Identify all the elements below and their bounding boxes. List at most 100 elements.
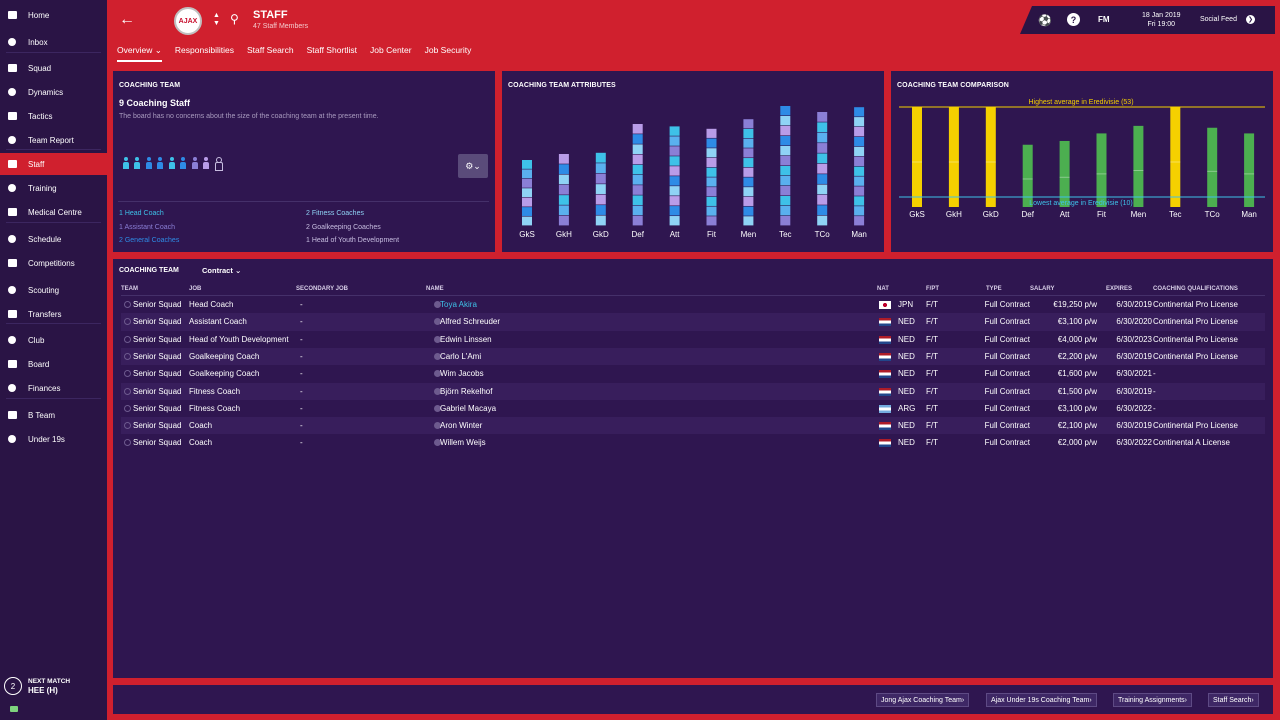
footer-button-ajax-under-19s-coaching-team[interactable]: Ajax Under 19s Coaching Team › — [986, 693, 1097, 707]
table-row[interactable]: Senior Squad Coach - Aron Winter NED F/T Full … — [121, 417, 1265, 435]
table-row[interactable]: Senior Squad Coach - Willem Weijs NED F/T Full… — [121, 434, 1265, 451]
row-select-radio[interactable] — [124, 301, 131, 308]
row-select-radio[interactable] — [124, 335, 131, 343]
table-row[interactable]: Senior Squad Fitness Coach - Björn Rekelhof… — [121, 382, 1265, 400]
role-count-link[interactable]: 2 Fitness Coaches — [306, 210, 364, 217]
row-select-radio[interactable] — [124, 422, 131, 430]
view-dropdown[interactable]: Contract ⌄ — [202, 266, 241, 275]
row-select-radio[interactable] — [124, 352, 131, 360]
inbox-icon — [6, 37, 18, 47]
staff-options-button[interactable]: ⚙ ⌄ — [458, 154, 488, 178]
club-crest[interactable]: AJAX — [174, 7, 202, 35]
row-select-radio[interactable] — [124, 387, 131, 395]
chevron-right-icon[interactable]: ❯ — [1246, 15, 1255, 24]
cell-name[interactable]: Gabriel Macaya — [440, 403, 497, 413]
tab-responsibilities[interactable]: Responsibilities — [175, 45, 234, 62]
table-row[interactable]: Senior Squad Fitness Coach - Gabriel Macaya… — [121, 400, 1265, 417]
info-icon[interactable] — [434, 404, 441, 412]
column-header-type[interactable]: TYPE — [986, 286, 1002, 292]
info-icon[interactable] — [434, 301, 441, 308]
footer-button-staff-search[interactable]: Staff Search › — [1208, 693, 1259, 707]
cell-name[interactable]: Toya Akira — [440, 300, 477, 309]
role-count-link[interactable]: 1 Head of Youth Development — [306, 237, 400, 244]
info-icon[interactable] — [434, 439, 441, 447]
tab-job-center[interactable]: Job Center — [370, 45, 412, 62]
table-row[interactable]: Senior Squad Head of Youth Development - Ed… — [121, 331, 1265, 348]
info-icon[interactable] — [434, 335, 441, 343]
tab-staff-search[interactable]: Staff Search — [247, 45, 294, 62]
column-header-job[interactable]: JOB — [189, 286, 202, 292]
column-header-expires[interactable]: EXPIRES — [1106, 286, 1133, 292]
next-match-widget[interactable]: 2 NEXT MATCH HEE (H) — [4, 674, 104, 698]
column-header-coaching-qualifications[interactable]: COACHING QUALIFICATIONS — [1153, 286, 1238, 292]
row-select-radio[interactable] — [124, 404, 131, 412]
table-row[interactable]: Senior Squad Head Coach - Toya Akira JPN F/T F… — [121, 296, 1265, 313]
cell-team: Senior Squad — [133, 334, 182, 344]
person-icon — [213, 157, 223, 171]
cell-name[interactable]: Alfred Schreuder — [440, 317, 501, 327]
sidebar-item-under-19s[interactable]: Under 19s — [0, 428, 107, 450]
social-feed-button[interactable]: Social Feed — [1200, 16, 1237, 23]
role-count-link[interactable]: 1 Head Coach — [119, 210, 164, 217]
cell-name[interactable]: Aron Winter — [440, 421, 483, 431]
sidebar-item-schedule[interactable]: Schedule — [0, 228, 107, 250]
column-header-salary[interactable]: SALARY — [1030, 286, 1055, 292]
info-icon[interactable] — [434, 352, 441, 360]
tab-job-security[interactable]: Job Security — [425, 45, 472, 62]
footer-button-training-assignments[interactable]: Training Assignments › — [1113, 693, 1193, 707]
column-header-name[interactable]: NAME — [426, 286, 444, 292]
role-count-link[interactable]: 2 General Coaches — [119, 237, 180, 244]
club-switch-arrows-icon[interactable]: ▲ ▼ — [213, 12, 220, 27]
sidebar-item-home[interactable]: Home — [0, 4, 107, 26]
bar-segment — [595, 184, 606, 195]
cell-fpt: F/T — [926, 421, 938, 431]
info-icon[interactable] — [434, 387, 441, 395]
sidebar-item-finances[interactable]: Finances — [0, 377, 107, 399]
tab-staff-shortlist[interactable]: Staff Shortlist — [307, 45, 357, 62]
sidebar-item-team-report[interactable]: Team Report — [0, 129, 107, 151]
cell-name[interactable]: Wim Jacobs — [440, 369, 484, 379]
sidebar-item-competitions[interactable]: Competitions — [0, 252, 107, 274]
sidebar-item-squad[interactable]: Squad — [0, 57, 107, 79]
sidebar-item-inbox[interactable]: Inbox — [0, 31, 107, 53]
cell-name[interactable]: Willem Weijs — [440, 438, 486, 448]
sidebar-item-board[interactable]: Board — [0, 353, 107, 375]
info-icon[interactable] — [434, 370, 441, 378]
table-row[interactable]: Senior Squad Goalkeeping Coach - Carlo L'Am… — [121, 347, 1265, 366]
cell-name[interactable]: Björn Rekelhof — [440, 386, 493, 396]
sidebar-item-b-team[interactable]: B Team — [0, 404, 107, 426]
x-tick-label: Men — [741, 230, 757, 239]
column-header-f-pt[interactable]: F/PT — [926, 286, 939, 292]
sidebar-item-staff[interactable]: Staff — [0, 153, 107, 175]
sidebar-item-medical-centre[interactable]: Medical Centre — [0, 201, 107, 223]
sidebar-item-dynamics[interactable]: Dynamics — [0, 81, 107, 103]
column-header-team[interactable]: TEAM — [121, 286, 138, 292]
row-select-radio[interactable] — [124, 318, 131, 326]
tab-overview[interactable]: Overview ⌄ — [117, 45, 162, 62]
game-date[interactable]: 18 Jan 2019 Fri 19:00 — [1142, 11, 1181, 29]
search-icon[interactable]: ⚲ — [230, 12, 239, 26]
sidebar-item-tactics[interactable]: Tactics — [0, 105, 107, 127]
football-icon[interactable]: ⚽ — [1038, 15, 1052, 27]
sidebar-item-club[interactable]: Club — [0, 329, 107, 351]
row-select-radio[interactable] — [124, 370, 131, 378]
fm-menu-button[interactable]: FM — [1098, 15, 1110, 24]
info-icon[interactable] — [434, 318, 441, 326]
footer-button-jong-ajax-coaching-team[interactable]: Jong Ajax Coaching Team › — [876, 693, 970, 707]
back-arrow-icon[interactable]: ← — [119, 11, 135, 28]
sidebar-item-transfers[interactable]: Transfers — [0, 303, 107, 325]
info-icon[interactable] — [434, 422, 441, 430]
bar-def — [1022, 144, 1033, 207]
row-select-radio[interactable] — [124, 439, 131, 447]
sidebar-item-scouting[interactable]: Scouting — [0, 279, 107, 301]
cell-name[interactable]: Carlo L'Ami — [440, 351, 482, 361]
cell-name[interactable]: Edwin Linssen — [440, 334, 492, 344]
table-row[interactable]: Senior Squad Goalkeeping Coach - Wim Jacobs… — [121, 365, 1265, 382]
column-header-secondary-job[interactable]: SECONDARY JOB — [296, 286, 349, 292]
help-icon[interactable]: ? — [1067, 13, 1080, 26]
sidebar-item-training[interactable]: Training — [0, 177, 107, 199]
column-header-nat[interactable]: NAT — [877, 286, 889, 292]
role-count-link[interactable]: 2 Goalkeeping Coaches — [306, 223, 381, 231]
role-count-link[interactable]: 1 Assistant Coach — [119, 223, 176, 231]
table-row[interactable]: Senior Squad Assistant Coach - Alfred Schre… — [121, 313, 1265, 331]
